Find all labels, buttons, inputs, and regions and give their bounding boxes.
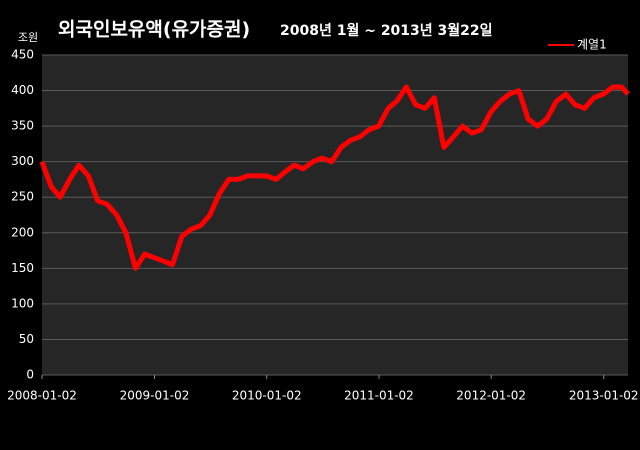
y-axis-label: 조원	[18, 31, 38, 44]
chart-title: 외국인보유액(유가증권)	[58, 19, 250, 41]
y-tick-label: 0	[26, 368, 34, 382]
plot-area	[42, 55, 628, 375]
legend-label: 계열1	[577, 38, 607, 52]
x-tick-label: 2013-01-02	[569, 389, 639, 403]
x-tick-label: 2010-01-02	[232, 389, 302, 403]
y-tick-label: 400	[11, 83, 34, 97]
y-tick-label: 100	[11, 296, 34, 310]
y-tick-label: 450	[11, 48, 34, 62]
x-tick-label: 2008-01-02	[7, 389, 77, 403]
y-tick-label: 250	[11, 190, 34, 204]
y-tick-label: 50	[19, 332, 34, 346]
y-tick-label: 200	[11, 225, 34, 239]
chart-subtitle: 2008년 1월 ~ 2013년 3월22일	[280, 22, 493, 39]
y-tick-label: 300	[11, 154, 34, 168]
series-line	[39, 84, 630, 271]
x-tick-label: 2009-01-02	[120, 389, 190, 403]
x-tick-label: 2011-01-02	[344, 389, 414, 403]
y-tick-label: 150	[11, 261, 34, 275]
y-tick-label: 350	[11, 119, 34, 133]
x-tick-label: 2012-01-02	[456, 389, 526, 403]
